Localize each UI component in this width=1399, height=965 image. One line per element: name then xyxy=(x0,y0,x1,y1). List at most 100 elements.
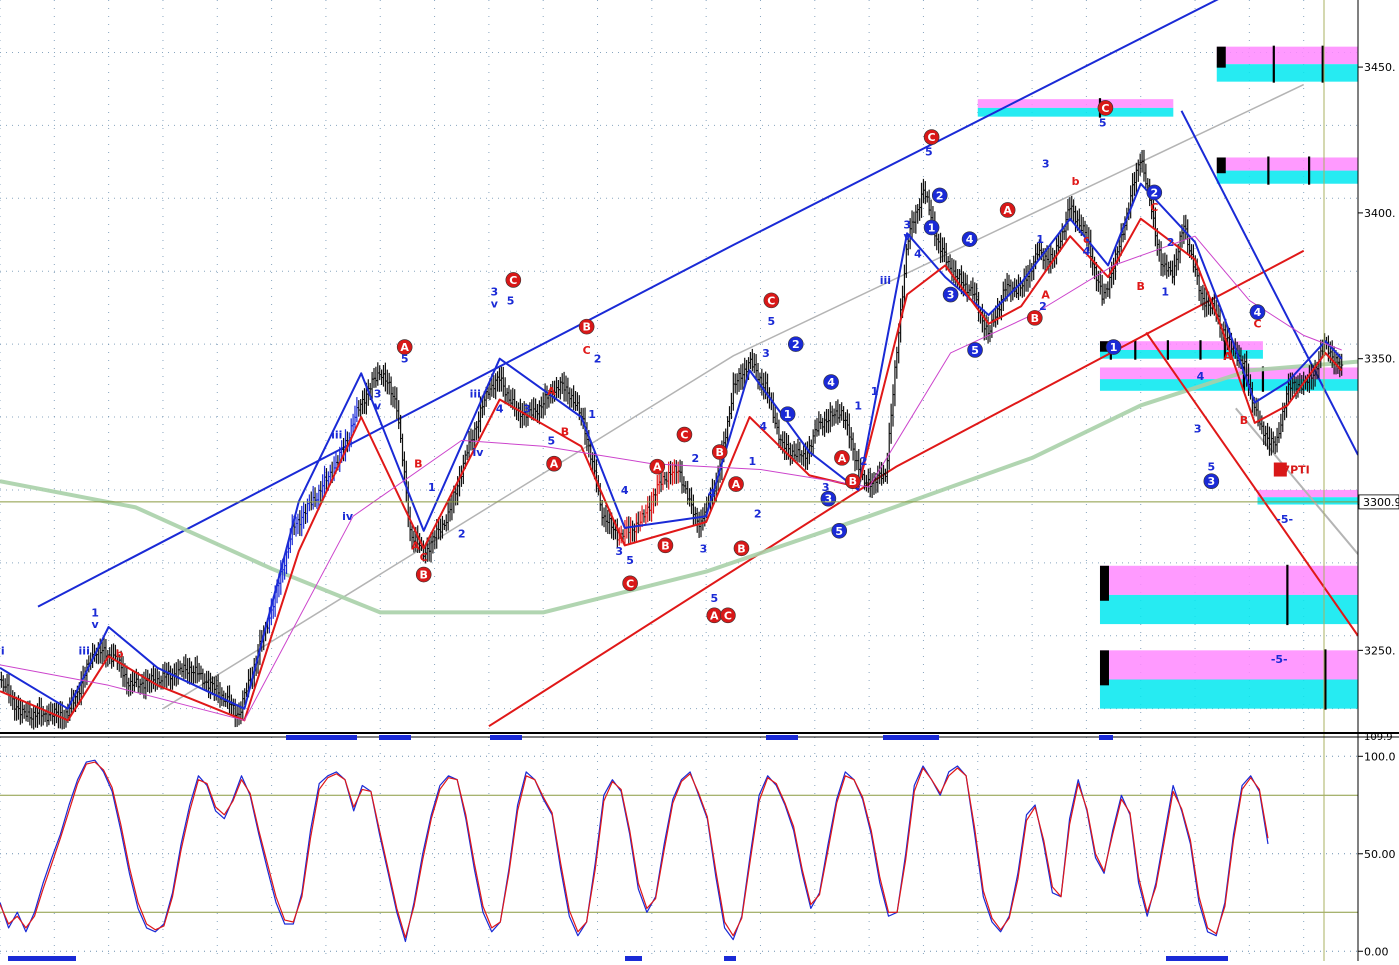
wave-label: 3 xyxy=(523,402,531,415)
wave-label: i xyxy=(1,644,5,657)
wave-label: 2 xyxy=(691,452,699,465)
wave-label: 3 xyxy=(700,542,708,555)
wave-label: 2 xyxy=(754,507,762,520)
wave-label: B xyxy=(849,475,857,488)
wave-label-circle xyxy=(1146,184,1163,201)
wave-label-circle xyxy=(923,219,940,236)
wave-label: 4 xyxy=(759,420,767,433)
wave-label: 3 xyxy=(947,289,955,302)
wave-label: 5 xyxy=(1208,461,1216,474)
wave-label: 4 xyxy=(496,402,504,415)
wave-label: A xyxy=(550,458,559,471)
wave-label-circle xyxy=(649,458,666,475)
wave-label: A xyxy=(400,341,409,354)
wave-label: 5 xyxy=(710,592,718,605)
wave-label-circle xyxy=(546,455,562,472)
wave-label-circle xyxy=(505,272,522,288)
wave-label: iii xyxy=(79,644,90,657)
price-tick-label: 3250. xyxy=(1364,644,1396,657)
wave-label: A xyxy=(411,539,420,552)
wave-label: 2 xyxy=(936,189,944,202)
oscillator-panel xyxy=(0,737,1358,961)
wave-label: 3 xyxy=(1194,423,1202,436)
wave-label: A xyxy=(547,385,556,398)
wave-label: iv xyxy=(473,446,485,459)
wave-label: C xyxy=(724,609,732,622)
wave-label-circle xyxy=(834,450,850,466)
wave-label: 5 xyxy=(925,146,933,159)
channel-upper-line xyxy=(37,0,1219,608)
wave-label: C xyxy=(928,131,936,144)
last-price-label: 3300.9 xyxy=(1363,496,1399,509)
wave-label: B xyxy=(661,539,669,552)
projection-zone-lower xyxy=(1099,379,1358,391)
wave-label-circle xyxy=(578,318,595,335)
oscillator-top-label: 109.9 xyxy=(1364,732,1393,743)
wave-label: B xyxy=(1137,280,1145,293)
wave-label: B xyxy=(582,321,590,334)
wave-label-circle xyxy=(1026,310,1043,326)
wave-label: 3 xyxy=(1208,475,1216,488)
wave-label: v xyxy=(491,297,499,310)
price-tick-label: 3450. xyxy=(1364,61,1396,74)
osc-tick-label: 0.00 xyxy=(1364,945,1389,958)
projection-zone-lower xyxy=(1216,170,1358,184)
signal-bar xyxy=(379,735,411,740)
wave-label: A xyxy=(1003,204,1012,217)
wave-label-circle xyxy=(733,540,750,557)
wave-label: 3 xyxy=(825,493,833,506)
wave-label: 1 xyxy=(928,221,936,234)
wave-label-circle xyxy=(820,490,837,507)
wave-label: 5 xyxy=(768,315,776,328)
wave-label-circle xyxy=(831,522,848,539)
signal-bar xyxy=(1099,735,1113,740)
price-tick-label: 3350. xyxy=(1364,353,1396,366)
wave-label: 5 xyxy=(401,353,409,366)
wave-label-circle xyxy=(396,339,413,355)
wave-label: v xyxy=(904,230,912,243)
wave-label: C xyxy=(1253,318,1261,331)
projection-zone-upper xyxy=(1099,565,1358,595)
projection-zone-end-block xyxy=(1099,650,1109,686)
wave-label-circle xyxy=(845,473,861,489)
wave-label: B xyxy=(561,426,569,439)
projection-zone-lower xyxy=(1257,497,1358,505)
wave-label: C xyxy=(1150,201,1158,214)
wave-label: C xyxy=(626,577,634,590)
wave-label-circle xyxy=(823,374,839,390)
wave-label: C xyxy=(509,274,517,287)
wave-label: 4 xyxy=(708,487,716,500)
wave-label: b xyxy=(116,647,124,660)
wave-label: B xyxy=(1240,414,1248,427)
signal-bar xyxy=(625,956,642,961)
wave-label: 1 xyxy=(854,399,862,412)
signal-bar xyxy=(724,956,736,961)
wave-label: C xyxy=(1101,102,1109,115)
wave-label-circle xyxy=(942,286,959,303)
wave-label-circle xyxy=(787,336,804,352)
pti-badge xyxy=(1273,462,1287,477)
downtrend-line xyxy=(1180,110,1358,456)
projection-zone-upper xyxy=(1216,46,1358,65)
stochastic-line-2 xyxy=(0,761,1269,939)
pti-label: 47PTI xyxy=(1275,464,1310,477)
wave-label: C xyxy=(767,294,775,307)
wave-label: 2 xyxy=(792,338,800,351)
wave-label: 4 xyxy=(1197,370,1205,383)
wave-label-circle xyxy=(728,476,744,492)
wave-label: A xyxy=(1223,350,1232,363)
wave-label: iii xyxy=(880,274,891,287)
osc-tick-label: 50.00 xyxy=(1364,848,1396,861)
wave-label-circle xyxy=(720,607,736,624)
wave-label: C xyxy=(680,429,688,442)
wave-label: 1 xyxy=(784,408,792,421)
signal-bar xyxy=(883,735,939,740)
wave-label: 5 xyxy=(971,344,979,357)
wave-label: A xyxy=(653,461,662,474)
wave-label: 4 xyxy=(914,248,922,261)
projection-zone-upper xyxy=(1099,650,1358,680)
downtrend-line xyxy=(1145,331,1358,637)
signal-bar xyxy=(286,735,357,740)
projection-zone-lower xyxy=(1216,64,1358,82)
